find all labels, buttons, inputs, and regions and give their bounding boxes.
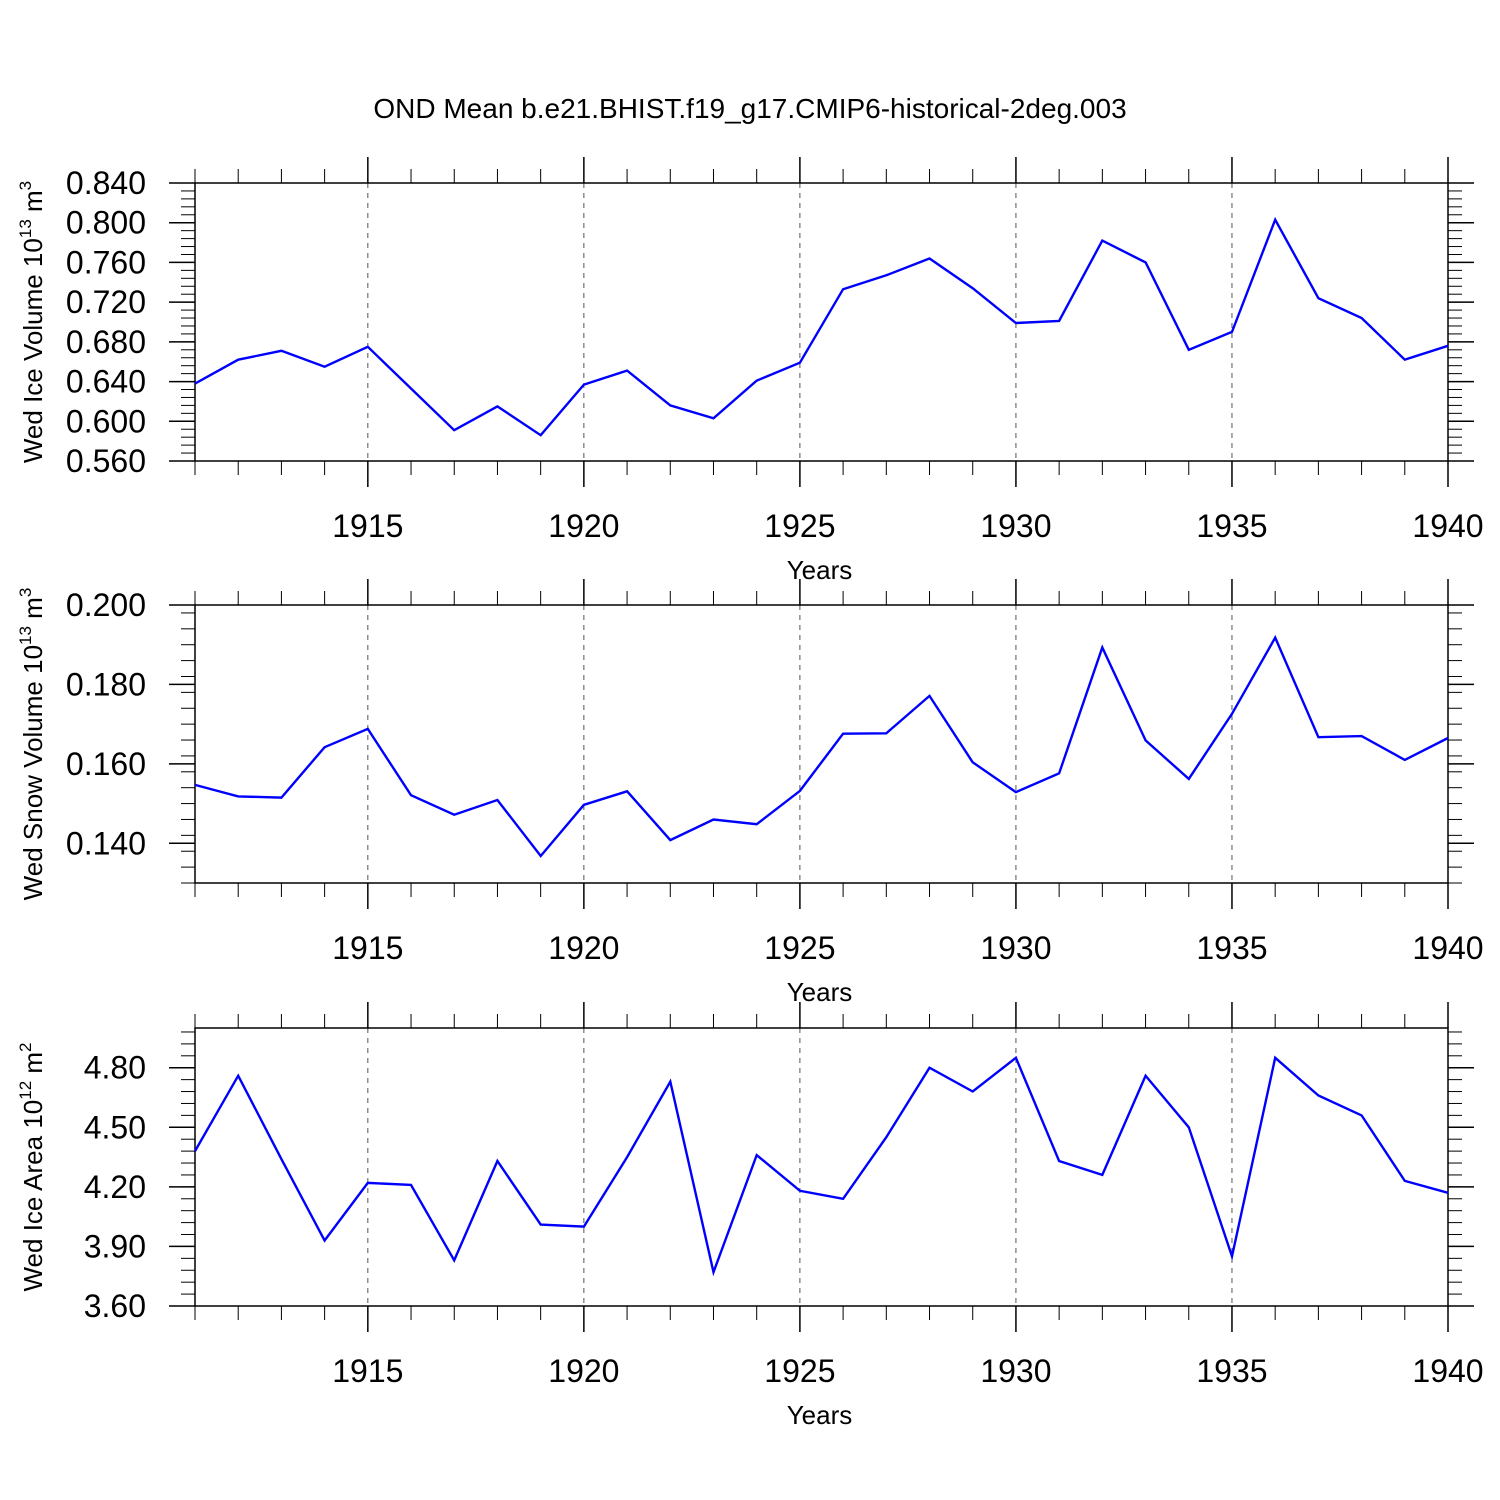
plot-frame [194, 1027, 1449, 1307]
panel-1: 1915 1920 1925 1930 1935 1940Years0.8400.8000… [16, 157, 1484, 585]
y-tick-label: 0.560 [66, 443, 146, 479]
y-axis-label: Wed Snow Volume 1013 m3 [16, 588, 48, 901]
y-axis-label: Wed Ice Volume 1013 m3 [16, 181, 48, 463]
y-tick-label: 4.80 [84, 1050, 146, 1086]
x-axis-label: Years [787, 555, 853, 585]
x-tick-label: 1915 [332, 930, 403, 966]
series-line [194, 216, 1449, 437]
y-tick-label: 0.140 [66, 825, 146, 861]
x-tick-label: 1940 [1412, 508, 1483, 544]
x-tick-label: 1935 [1196, 930, 1267, 966]
y-tick-label: 0.600 [66, 403, 146, 439]
panel-3: 1915 1920 1925 1930 1935 1940 Years 4.80 4.50 4.2… [16, 1002, 1484, 1430]
panels: 1915 1920 1925 1930 1935 1940Years0.8400.8000… [16, 157, 1484, 1430]
y-tick-label: 0.200 [66, 587, 146, 623]
x-tick-label: 1925 [764, 930, 835, 966]
x-tick-label: 1940 [1412, 930, 1483, 966]
y-tick-label: 0.180 [66, 666, 146, 702]
x-tick-label: 1920 [548, 508, 619, 544]
panel-2: 1915 1920 1925 1930 1935 1940 Years 0.200 0.180 0… [16, 579, 1484, 1007]
x-tick-label: 1935 [1196, 1353, 1267, 1389]
x-tick-label: 1920 [548, 930, 619, 966]
y-tick-label: 0.640 [66, 364, 146, 400]
x-tick-label: 1915 [332, 1353, 403, 1389]
x-tick-label: 1930 [980, 930, 1051, 966]
series-line [193, 1055, 1449, 1277]
y-axis-label: Wed Ice Area 1012 m2 [16, 1042, 48, 1291]
y-tick-label: 3.60 [84, 1288, 146, 1324]
y-tick-label: 0.840 [66, 165, 146, 201]
x-axis-label: Years [787, 977, 853, 1007]
plot-frame [194, 604, 1449, 884]
y-tick-label: 4.50 [84, 1109, 146, 1145]
x-tick-label: 1915 [332, 508, 403, 544]
x-tick-label: 1935 [1196, 508, 1267, 544]
x-tick-label: 1925 [764, 508, 835, 544]
x-tick-label: 1925 [764, 1353, 835, 1389]
y-tick-label: 0.680 [66, 324, 146, 360]
x-axis-label: Years [787, 1400, 853, 1430]
y-tick-label: 4.20 [84, 1169, 146, 1205]
x-tick-label: 1940 [1412, 1353, 1483, 1389]
x-tick-label: 1920 [548, 1353, 619, 1389]
y-tick-label: 0.760 [66, 244, 146, 280]
series-line [194, 634, 1449, 858]
y-tick-label: 0.720 [66, 284, 146, 320]
y-tick-label: 0.800 [66, 205, 146, 241]
y-tick-label: 0.160 [66, 746, 146, 782]
x-tick-label: 1930 [980, 1353, 1051, 1389]
plot-frame [194, 182, 1449, 462]
x-tick-label: 1930 [980, 508, 1051, 544]
chart-title: OND Mean b.e21.BHIST.f19_g17.CMIP6-histo… [373, 93, 1126, 124]
y-tick-label: 3.90 [84, 1228, 146, 1264]
